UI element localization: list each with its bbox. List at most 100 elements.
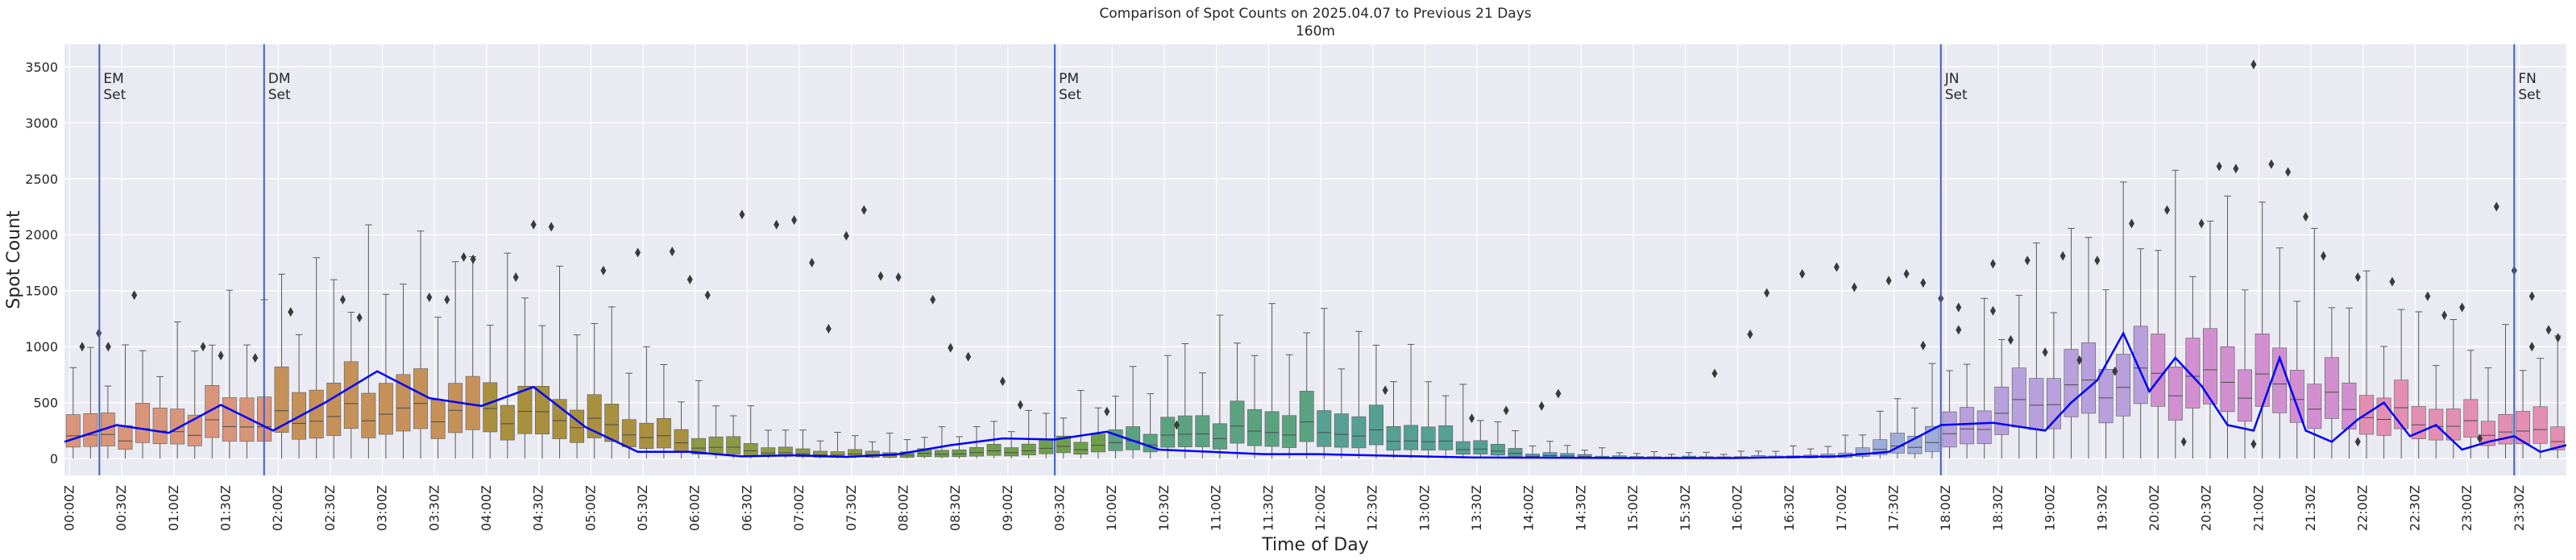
box-body xyxy=(343,361,359,429)
chart-title: Comparison of Spot Counts on 2025.04.07 … xyxy=(1099,6,1531,22)
outlier-point xyxy=(512,272,519,283)
outlier-point xyxy=(2007,334,2014,345)
outlier-point xyxy=(2233,164,2239,174)
box-item xyxy=(2029,243,2044,459)
y-tick-label: 2500 xyxy=(25,172,58,187)
x-tick-label: 02:30Z xyxy=(322,485,338,531)
x-tick-label: 03:00Z xyxy=(375,485,390,531)
outlier-point xyxy=(999,376,1006,387)
box-body xyxy=(1386,426,1401,451)
event-label: EM Set xyxy=(103,71,126,103)
outlier-point xyxy=(2389,276,2396,287)
box-body xyxy=(1351,416,1367,449)
box-body xyxy=(726,436,741,454)
box-body xyxy=(2516,411,2531,445)
x-tick-labels: 00:00Z 00:30Z 01:00Z 01:30Z 02:00Z 02:30Z 03:0… xyxy=(61,485,2526,531)
box-body xyxy=(378,383,393,435)
box-item xyxy=(2289,301,2304,459)
box-item xyxy=(2550,335,2566,459)
y-tick-label: 3000 xyxy=(25,115,58,131)
box-body xyxy=(239,397,255,442)
box-body xyxy=(152,407,168,445)
x-tick-label: 19:30Z xyxy=(2094,485,2109,531)
box-body xyxy=(2011,367,2026,428)
box-item xyxy=(1230,342,1245,459)
outlier-point xyxy=(1989,305,1996,316)
outlier-point xyxy=(1764,288,1770,298)
box-body xyxy=(986,444,1002,456)
outlier-point xyxy=(1017,400,1023,410)
box-body xyxy=(118,425,133,450)
outlier-point xyxy=(1956,325,1962,335)
box-body xyxy=(621,419,637,447)
x-tick-label: 18:00Z xyxy=(1938,485,1953,531)
outlier-point xyxy=(2163,205,2170,215)
box-body xyxy=(1056,435,1071,454)
outlier-point xyxy=(79,342,85,352)
box-body xyxy=(1177,415,1193,447)
outlier-point xyxy=(2321,251,2327,261)
x-tick-label: 08:30Z xyxy=(948,485,963,531)
box-body xyxy=(1369,404,1383,446)
outlier-point xyxy=(965,351,972,362)
box-body xyxy=(309,389,324,439)
box-item xyxy=(778,429,793,459)
x-tick-label: 18:30Z xyxy=(1990,485,2006,531)
x-axis-title: Time of Day xyxy=(1261,535,1368,555)
box-item xyxy=(2342,307,2357,459)
box-item xyxy=(2081,237,2096,459)
box-item xyxy=(413,230,428,459)
x-tick-label: 05:00Z xyxy=(583,485,598,531)
x-tick-label: 11:30Z xyxy=(1260,485,1276,531)
box-item xyxy=(1056,417,1071,459)
box-item xyxy=(2167,169,2183,459)
box-body xyxy=(708,436,724,454)
outlier-point xyxy=(809,257,815,268)
box-item xyxy=(83,346,98,459)
box-body xyxy=(1091,433,1105,453)
x-tick-label: 07:00Z xyxy=(791,485,807,531)
outlier-point xyxy=(530,219,537,230)
outlier-point xyxy=(461,252,467,263)
outlier-point xyxy=(470,254,476,264)
outlier-point xyxy=(2094,255,2101,266)
outlier-point xyxy=(877,271,884,281)
x-tick-label: 11:00Z xyxy=(1209,485,1224,531)
box-item xyxy=(639,346,654,459)
y-tick-label: 500 xyxy=(33,396,58,411)
box-body xyxy=(1299,391,1314,442)
outlier-point xyxy=(704,290,711,301)
box-body xyxy=(1455,441,1471,455)
box-body xyxy=(1994,386,2010,435)
box-item xyxy=(205,344,220,459)
y-tick-label: 2000 xyxy=(25,227,58,243)
box-item xyxy=(500,252,515,459)
outlier-point xyxy=(2076,355,2083,365)
x-tick-label: 13:00Z xyxy=(1417,485,1432,531)
box-item xyxy=(2203,220,2217,459)
outlier-points xyxy=(79,60,2561,450)
box-item xyxy=(2324,307,2339,459)
y-tick-label: 0 xyxy=(50,451,58,467)
event-label: PM Set xyxy=(1059,71,1081,103)
box-body xyxy=(2029,378,2044,430)
box-item xyxy=(448,261,463,459)
outlier-point xyxy=(1555,388,1562,399)
event-label: FN Set xyxy=(2518,71,2541,103)
outlier-point xyxy=(2303,212,2309,222)
x-tick-label: 20:30Z xyxy=(2199,485,2214,531)
outlier-point xyxy=(339,294,346,305)
outlier-point xyxy=(2042,347,2048,358)
outlier-point xyxy=(2555,333,2561,343)
box-item xyxy=(2011,294,2026,459)
box-body xyxy=(483,382,498,433)
box-body xyxy=(2238,369,2253,422)
x-tick-label: 19:00Z xyxy=(2043,485,2058,531)
box-item xyxy=(65,367,81,459)
outlier-point xyxy=(1920,277,1927,288)
outlier-point xyxy=(687,274,693,284)
box-body xyxy=(656,417,671,449)
box-item xyxy=(2272,247,2288,459)
y-tick-label: 1000 xyxy=(25,339,58,355)
